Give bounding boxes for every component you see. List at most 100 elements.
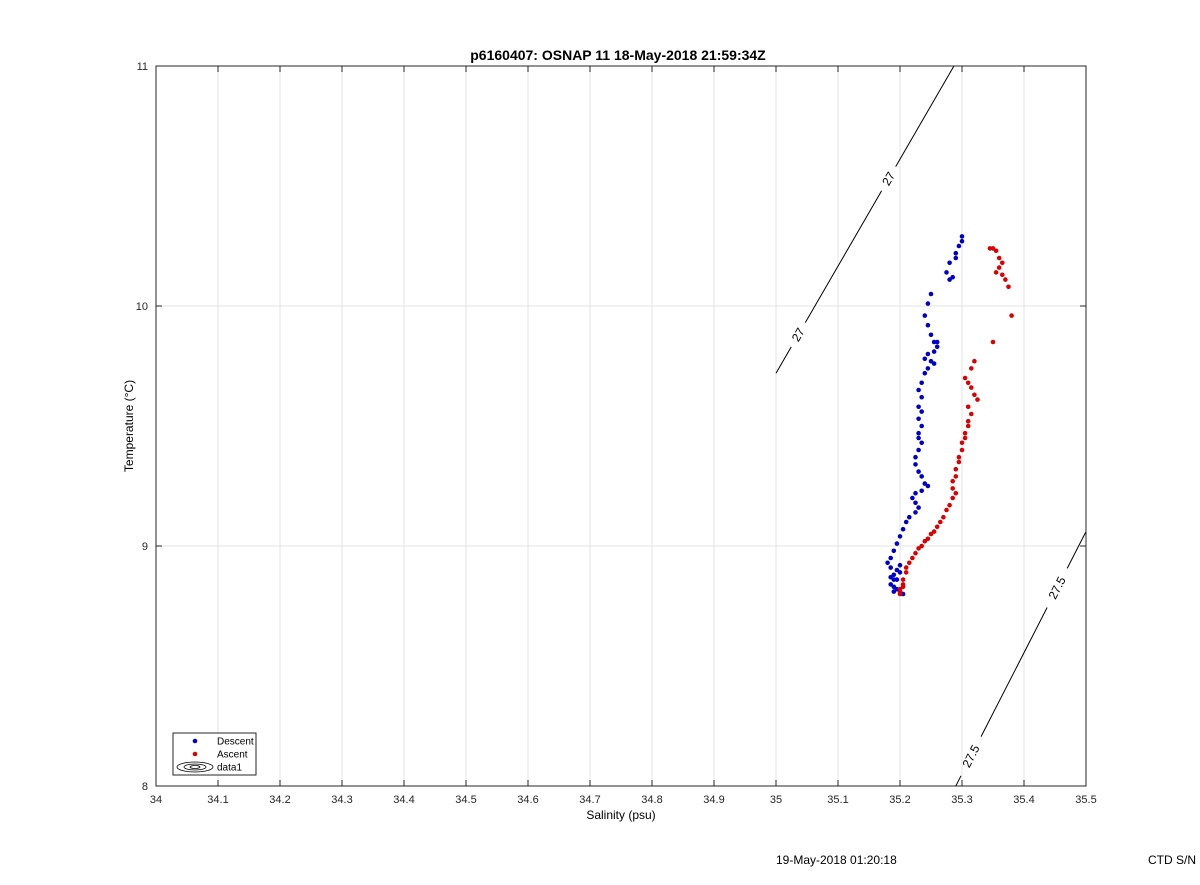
x-tick-label: 34.6 — [517, 794, 538, 806]
data-point — [922, 481, 928, 486]
data-point — [944, 507, 949, 513]
series-ascent — [897, 246, 1014, 597]
data-point — [959, 440, 965, 446]
data-point — [903, 565, 909, 570]
data-point — [959, 447, 965, 453]
data-point — [934, 339, 940, 345]
footer-ctd-serial: CTD S/N — [1148, 853, 1196, 867]
data-point — [1000, 272, 1005, 278]
data-point — [925, 301, 931, 306]
legend-label: data1 — [217, 763, 242, 774]
data-point — [891, 584, 897, 590]
data-point — [907, 560, 912, 566]
data-point — [962, 430, 968, 436]
data-point — [916, 505, 921, 510]
data-point — [931, 349, 937, 354]
x-tick-label: 34.5 — [455, 794, 476, 806]
data-point — [947, 260, 952, 266]
x-tick-label: 35.3 — [951, 794, 972, 806]
data-point — [931, 361, 937, 366]
data-point — [953, 490, 959, 496]
x-tick-label: 34 — [150, 794, 162, 806]
data-point — [916, 469, 921, 474]
data-point — [928, 291, 934, 297]
x-tick-label: 34.4 — [393, 794, 414, 806]
data-point — [897, 589, 903, 594]
x-tick-label: 35.5 — [1075, 794, 1096, 806]
y-axis-label: Temperature (°C) — [122, 380, 136, 472]
y-tick-label: 10 — [136, 301, 148, 313]
data-point — [965, 423, 971, 429]
data-point — [1009, 313, 1014, 318]
data-point — [900, 577, 906, 582]
data-point — [972, 392, 977, 398]
data-point — [916, 416, 921, 422]
data-point — [916, 404, 921, 410]
data-point — [925, 351, 931, 357]
data-point — [959, 238, 965, 244]
data-point — [965, 418, 971, 424]
legend-contour-icon — [189, 765, 201, 769]
data-point — [969, 366, 974, 371]
data-point — [922, 313, 928, 318]
data-point — [891, 572, 897, 578]
x-tick-label: 34.7 — [579, 794, 600, 806]
data-point — [928, 332, 934, 338]
axes-box — [155, 65, 1087, 787]
data-point — [922, 370, 928, 376]
data-point — [913, 462, 918, 467]
contour-segment — [895, 65, 955, 167]
data-point — [903, 519, 909, 525]
x-tick-label: 34.1 — [207, 794, 228, 806]
data-point — [947, 502, 952, 508]
legend-label: Ascent — [217, 750, 248, 761]
data-point — [928, 531, 934, 537]
legend-marker — [192, 738, 198, 744]
data-point — [996, 255, 1002, 261]
data-point — [900, 584, 906, 590]
data-point — [894, 577, 900, 582]
data-series — [885, 234, 1014, 597]
data-point — [944, 270, 949, 275]
data-point — [950, 478, 955, 484]
footer-timestamp: 19-May-2018 01:20:18 — [776, 853, 897, 867]
data-point — [888, 565, 893, 570]
data-point — [919, 394, 924, 400]
data-point — [993, 270, 999, 275]
data-point — [962, 375, 968, 381]
contour-segment — [1066, 531, 1087, 569]
data-point — [888, 555, 893, 561]
data-point — [965, 404, 971, 410]
data-point — [897, 534, 903, 539]
data-point — [975, 397, 980, 402]
data-point — [910, 555, 915, 561]
data-point — [938, 519, 943, 525]
contour-segment — [955, 775, 962, 787]
data-point — [916, 447, 921, 453]
data-point — [925, 483, 931, 489]
legend-contour-icon — [176, 761, 214, 773]
data-point — [910, 495, 915, 501]
data-point — [913, 510, 918, 515]
data-point — [931, 529, 937, 534]
data-point — [953, 255, 959, 261]
data-point — [913, 500, 918, 506]
y-tick-label: 9 — [142, 541, 148, 553]
data-point — [956, 454, 962, 460]
contour-label: 27 — [879, 169, 898, 188]
y-tick-label: 8 — [142, 781, 148, 793]
data-point — [996, 265, 1002, 270]
data-point — [907, 514, 912, 520]
data-point — [941, 514, 946, 520]
data-point — [919, 488, 924, 494]
data-point — [894, 541, 900, 546]
contour-segment — [980, 607, 1048, 737]
data-point — [993, 248, 999, 254]
series-descent — [885, 234, 965, 597]
y-tick-label: 11 — [137, 61, 148, 73]
data-point — [962, 435, 968, 441]
legend-contour-icon — [183, 763, 207, 771]
data-point — [922, 538, 928, 544]
x-tick-label: 35.1 — [827, 794, 848, 806]
data-point — [925, 322, 931, 328]
